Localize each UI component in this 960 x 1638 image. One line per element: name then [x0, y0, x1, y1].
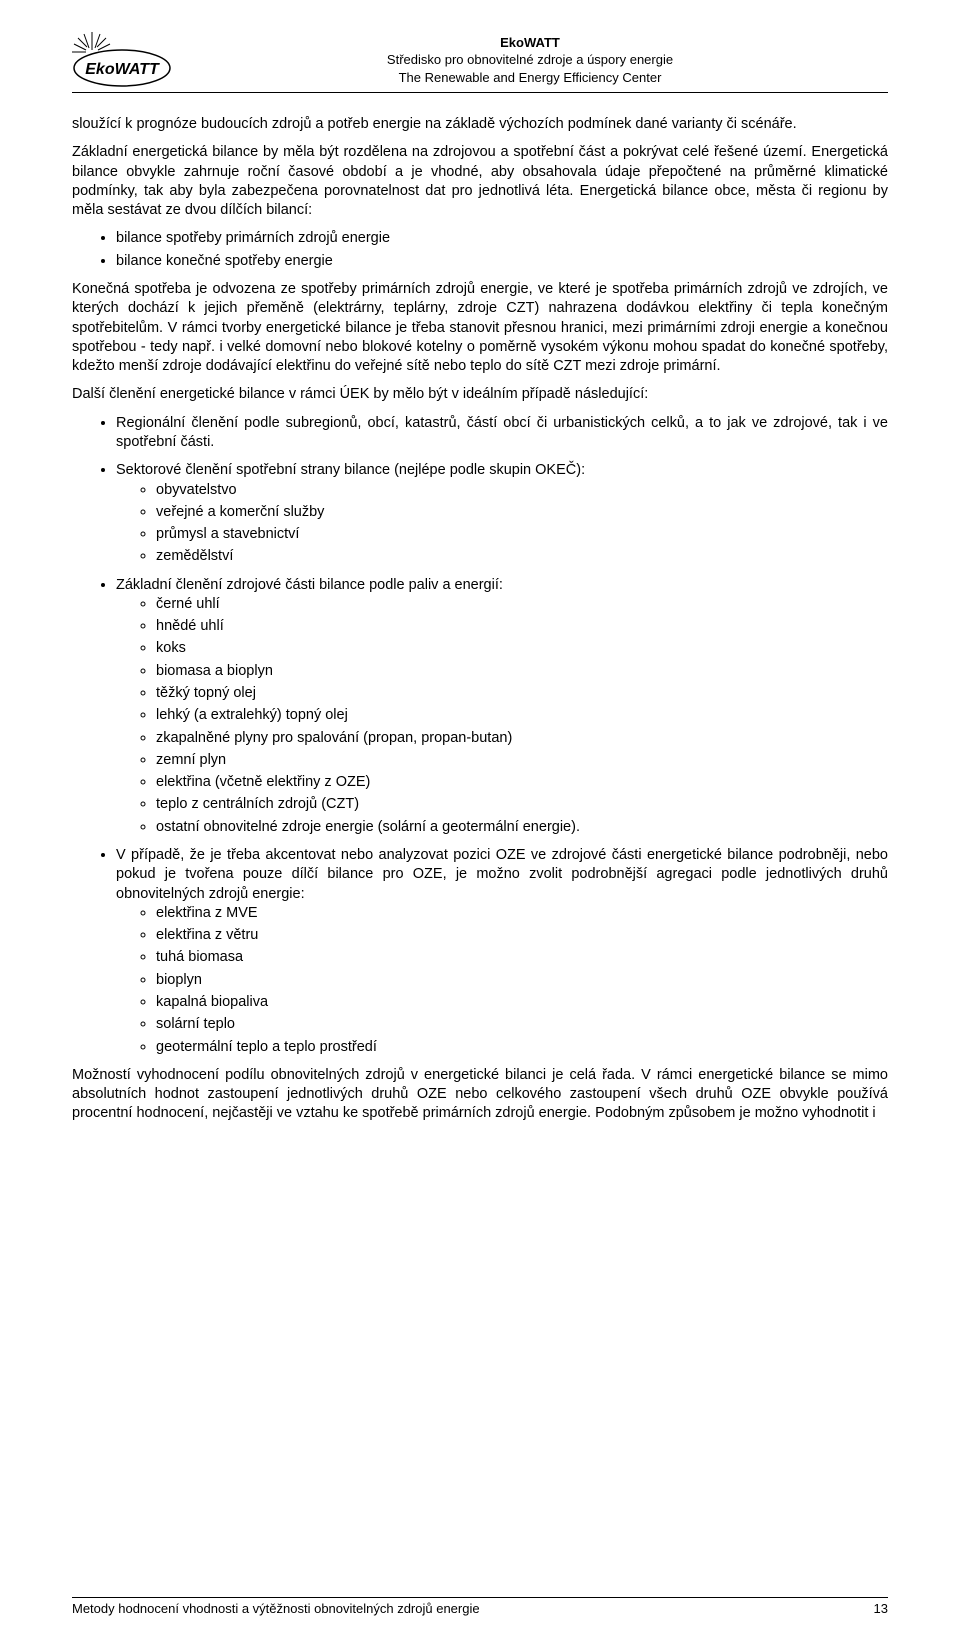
- logo-svg: EkoWATT: [72, 32, 172, 88]
- list-item: teplo z centrálních zdrojů (CZT): [156, 795, 888, 814]
- list-item: Základní členění zdrojové části bilance …: [116, 576, 888, 837]
- list-item: tuhá biomasa: [156, 948, 888, 967]
- org-subtitle-cs: Středisko pro obnovitelné zdroje a úspor…: [172, 51, 888, 69]
- bullet-list-main: Sektorové členění spotřební strany bilan…: [72, 461, 888, 566]
- list-item: lehký (a extralehký) topný olej: [156, 706, 888, 725]
- header-text: EkoWATT Středisko pro obnovitelné zdroje…: [172, 34, 888, 87]
- list-item: ostatní obnovitelné zdroje energie (solá…: [156, 818, 888, 837]
- list-item-text: Základní členění zdrojové části bilance …: [116, 577, 503, 593]
- bullet-list-nested: černé uhlí hnědé uhlí koks biomasa a bio…: [116, 595, 888, 837]
- document-page: EkoWATT EkoWATT Středisko pro obnoviteln…: [0, 0, 960, 1638]
- ekowatt-logo: EkoWATT: [72, 32, 172, 88]
- list-item: obyvatelstvo: [156, 481, 888, 500]
- list-item: průmysl a stavebnictví: [156, 525, 888, 544]
- list-item: těžký topný olej: [156, 684, 888, 703]
- list-item-text: Sektorové členění spotřební strany bilan…: [116, 462, 585, 478]
- bullet-list-main: V případě, že je třeba akcentovat nebo a…: [72, 846, 888, 1057]
- list-item: kapalná biopaliva: [156, 993, 888, 1012]
- paragraph: Základní energetická bilance by měla být…: [72, 143, 888, 220]
- bullet-list-nested: elektřina z MVE elektřina z větru tuhá b…: [116, 904, 888, 1057]
- list-item: veřejné a komerční služby: [156, 503, 888, 522]
- list-item: Sektorové členění spotřební strany bilan…: [116, 461, 888, 566]
- list-item: geotermální teplo a teplo prostředí: [156, 1038, 888, 1057]
- list-item: zemní plyn: [156, 751, 888, 770]
- document-body: sloužící k prognóze budoucích zdrojů a p…: [72, 115, 888, 1124]
- list-item: elektřina z MVE: [156, 904, 888, 923]
- list-item: zkapalněné plyny pro spalování (propan, …: [156, 729, 888, 748]
- list-item: biomasa a bioplyn: [156, 662, 888, 681]
- page-number: 13: [874, 1601, 888, 1616]
- list-item: elektřina (včetně elektřiny z OZE): [156, 773, 888, 792]
- list-item: bilance konečné spotřeby energie: [116, 252, 888, 271]
- footer-title: Metody hodnocení vhodnosti a výtěžnosti …: [72, 1601, 480, 1616]
- list-item-text: V případě, že je třeba akcentovat nebo a…: [116, 846, 888, 904]
- list-item: bilance spotřeby primárních zdrojů energ…: [116, 229, 888, 248]
- paragraph: Další členění energetické bilance v rámc…: [72, 385, 888, 404]
- bullet-list-nested: obyvatelstvo veřejné a komerční služby p…: [116, 481, 888, 567]
- list-item: hnědé uhlí: [156, 617, 888, 636]
- org-name: EkoWATT: [172, 34, 888, 52]
- list-item: V případě, že je třeba akcentovat nebo a…: [116, 846, 888, 1057]
- list-item-text: Regionální členění podle subregionů, obc…: [116, 414, 888, 453]
- list-item: solární teplo: [156, 1015, 888, 1034]
- paragraph: Možností vyhodnocení podílu obnovitelnýc…: [72, 1066, 888, 1124]
- page-footer: Metody hodnocení vhodnosti a výtěžnosti …: [72, 1597, 888, 1616]
- paragraph: Konečná spotřeba je odvozena ze spotřeby…: [72, 280, 888, 376]
- list-item: bioplyn: [156, 971, 888, 990]
- page-header: EkoWATT EkoWATT Středisko pro obnoviteln…: [72, 32, 888, 93]
- bullet-list-main: Regionální členění podle subregionů, obc…: [72, 414, 888, 453]
- paragraph: sloužící k prognóze budoucích zdrojů a p…: [72, 115, 888, 134]
- list-item: koks: [156, 639, 888, 658]
- bullet-list-main: Základní členění zdrojové části bilance …: [72, 576, 888, 837]
- bullet-list-bilance: bilance spotřeby primárních zdrojů energ…: [72, 229, 888, 271]
- svg-text:EkoWATT: EkoWATT: [85, 61, 160, 78]
- list-item: elektřina z větru: [156, 926, 888, 945]
- org-subtitle-en: The Renewable and Energy Efficiency Cent…: [172, 69, 888, 87]
- list-item: zemědělství: [156, 547, 888, 566]
- list-item: Regionální členění podle subregionů, obc…: [116, 414, 888, 453]
- list-item: černé uhlí: [156, 595, 888, 614]
